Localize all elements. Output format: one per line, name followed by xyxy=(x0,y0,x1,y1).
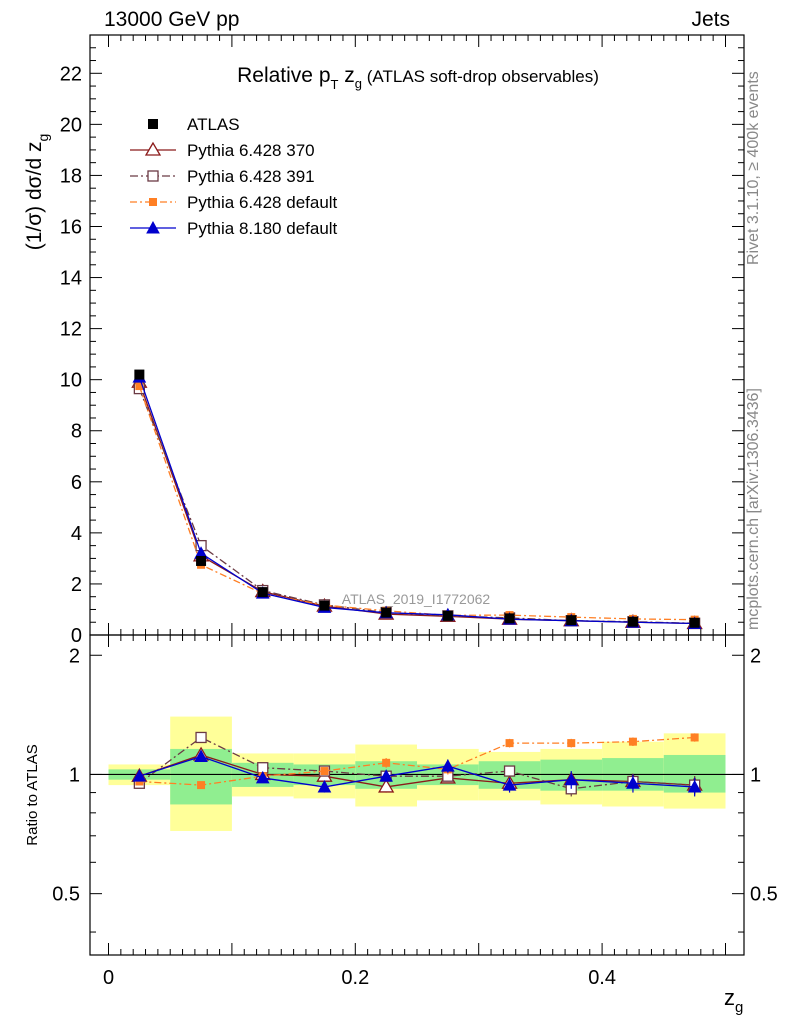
ratio-y-tick-label: 2 xyxy=(69,645,80,667)
ratio-series-point xyxy=(255,770,270,784)
ratio-series-point xyxy=(379,769,393,782)
data-point xyxy=(196,555,207,566)
ratio-axis-label: Ratio to ATLAS xyxy=(24,744,41,845)
ratio-series-point xyxy=(132,769,147,782)
ratio-series-point xyxy=(378,778,395,793)
x-tick-label: 0 xyxy=(103,967,114,989)
ratio-series-point xyxy=(317,779,332,793)
title-part: z xyxy=(338,64,354,87)
legend-marker xyxy=(146,220,160,234)
y-tick-label: 18 xyxy=(60,165,82,187)
ratio-series-point xyxy=(690,733,699,742)
legend-label: ATLAS xyxy=(187,115,240,134)
y-tick-label: 2 xyxy=(71,574,82,596)
main-series-line xyxy=(138,376,695,625)
y-tick-label: 4 xyxy=(71,523,82,545)
main-series-point xyxy=(135,382,144,391)
x-tick-label: 0.4 xyxy=(588,967,616,989)
data-point xyxy=(381,607,392,618)
main-series-line xyxy=(138,382,695,625)
header-right: Jets xyxy=(691,8,730,31)
ratio-series-point xyxy=(502,778,517,791)
title-part: (ATLAS soft-drop observables) xyxy=(362,67,599,86)
x-tick-label: 0.2 xyxy=(341,967,369,989)
data-point xyxy=(257,587,268,598)
ratio-series-point xyxy=(505,739,514,748)
ratio-series-line xyxy=(139,755,695,788)
ratio-series-line xyxy=(139,736,695,786)
ratio-series-point xyxy=(503,765,516,777)
title-part: Relative p xyxy=(237,64,330,87)
y-tick-label: 12 xyxy=(60,319,82,341)
y-tick-label: 22 xyxy=(60,63,82,85)
y-axis-label-sub: g xyxy=(35,134,51,142)
ratio-series-point xyxy=(441,759,455,772)
title-part: g xyxy=(355,76,362,91)
legend-marker xyxy=(149,198,157,206)
data-point xyxy=(566,615,577,626)
ratio-y-tick-label-right: 1 xyxy=(750,764,761,786)
ratio-series-line xyxy=(138,736,695,790)
y-tick-label: 20 xyxy=(60,114,82,136)
y-tick-label: 6 xyxy=(71,472,82,494)
analysis-watermark: ATLAS_2019_I1772062 xyxy=(342,591,491,607)
ratio-y-tick-label-right: 2 xyxy=(750,645,761,667)
main-series-line xyxy=(138,388,695,624)
title-part: T xyxy=(331,77,339,92)
ratio-series-point xyxy=(197,781,206,790)
ratio-series-point xyxy=(320,767,329,776)
ratio-series-point xyxy=(626,776,640,789)
ratio-y-tick-label: 1 xyxy=(69,764,80,786)
y-tick-label: 14 xyxy=(60,268,82,290)
y-axis-label: (1/σ) dσ/d zg xyxy=(23,134,51,251)
data-point xyxy=(689,617,700,628)
ratio-series-point xyxy=(564,772,579,786)
y-tick-label: 8 xyxy=(71,421,82,443)
data-point xyxy=(442,610,453,621)
legend-label: Pythia 6.428 391 xyxy=(187,167,315,186)
ratio-y-tick-label-right: 0.5 xyxy=(750,884,778,906)
ratio-series-point xyxy=(567,739,576,748)
ratio-series-point xyxy=(382,758,391,767)
legend-marker xyxy=(144,141,162,156)
data-point xyxy=(134,369,145,380)
y-tick-label: 0 xyxy=(71,625,82,647)
data-point xyxy=(319,600,330,611)
ratio-series-line xyxy=(139,754,695,788)
legend-label: Pythia 6.428 default xyxy=(187,193,338,212)
ratio-series-point xyxy=(194,749,208,763)
x-axis-label: zg xyxy=(724,985,743,1016)
main-series-line xyxy=(138,385,695,621)
ratio-series-point xyxy=(195,731,207,744)
x-axis-label-sub: g xyxy=(735,999,743,1016)
legend-label: Pythia 8.180 default xyxy=(187,219,338,238)
legend-marker xyxy=(148,119,158,129)
y-tick-label: 16 xyxy=(60,216,82,238)
chart-title: Relative pT zg (ATLAS soft-drop observab… xyxy=(237,64,599,92)
header-left: 13000 GeV pp xyxy=(104,8,240,31)
ratio-series-point xyxy=(628,737,637,746)
legend-marker xyxy=(147,170,159,182)
y-tick-label: 10 xyxy=(60,370,82,392)
data-point xyxy=(627,616,638,627)
ratio-y-tick-label: 0.5 xyxy=(52,884,80,906)
legend-label: Pythia 6.428 370 xyxy=(187,141,315,160)
data-point xyxy=(504,613,515,624)
ratio-series-point xyxy=(687,779,702,793)
